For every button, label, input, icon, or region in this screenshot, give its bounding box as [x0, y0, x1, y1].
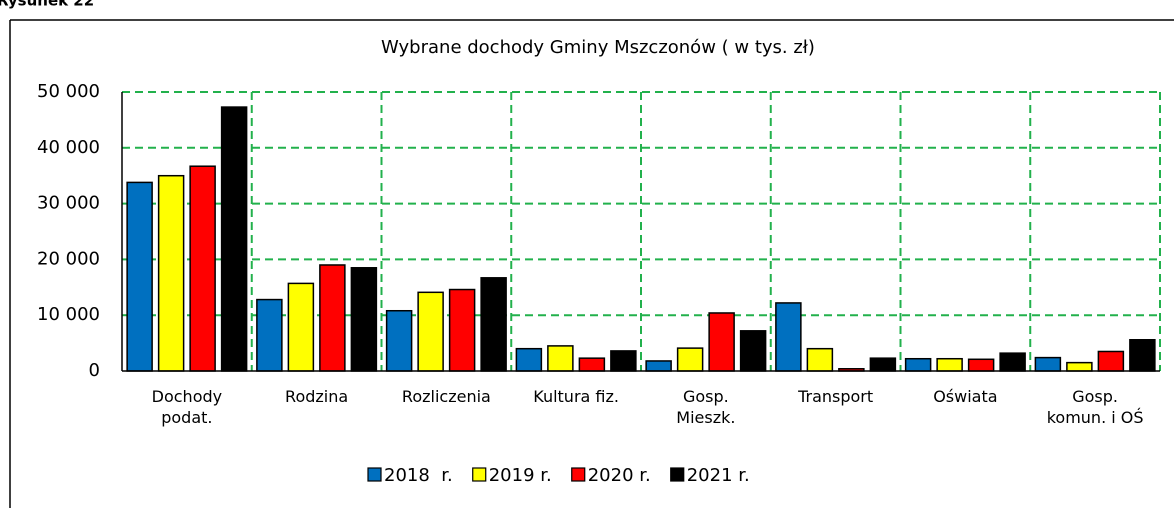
- bar: [480, 277, 507, 372]
- bar: [676, 347, 704, 372]
- y-tick-label: 40 000: [37, 137, 100, 158]
- bar: [708, 312, 735, 372]
- bar: [806, 347, 834, 372]
- bar: [417, 291, 444, 372]
- figure-label: Rysunek 22: [0, 0, 94, 10]
- bar: [578, 357, 606, 372]
- x-tick-label: Transport: [798, 387, 874, 406]
- bar: [385, 309, 413, 372]
- bar: [189, 165, 216, 372]
- bar: [220, 106, 248, 372]
- bar: [936, 357, 963, 372]
- bar: [350, 267, 378, 372]
- y-tick-label: 30 000: [37, 193, 100, 214]
- y-tick-label: 10 000: [37, 304, 100, 325]
- bar: [1097, 350, 1125, 372]
- bar: [645, 360, 672, 372]
- legend-label: 2019 r.: [489, 465, 552, 486]
- chart-title: Wybrane dochody Gminy Mszczonów ( w tys.…: [381, 37, 815, 58]
- legend-swatch: [571, 467, 586, 482]
- y-tick-label: 50 000: [37, 81, 100, 102]
- x-tick-label: Dochody podat.: [151, 387, 223, 427]
- x-tick-label: Rodzina: [285, 387, 349, 406]
- bar: [775, 302, 802, 372]
- bar: [967, 358, 995, 372]
- bar: [610, 350, 637, 372]
- bar: [739, 330, 767, 372]
- legend-label: 2020 r.: [588, 465, 651, 486]
- legend-swatch: [367, 467, 382, 482]
- bar: [448, 288, 476, 372]
- legend-swatch: [670, 467, 685, 482]
- bar: [515, 347, 543, 372]
- bar: [319, 264, 346, 372]
- bar: [999, 352, 1026, 372]
- bar: [1129, 339, 1156, 372]
- bar: [157, 174, 185, 372]
- bar: [126, 181, 153, 372]
- bar: [547, 345, 574, 372]
- bar: [256, 298, 283, 372]
- x-tick-label: Kultura fiz.: [533, 387, 619, 406]
- x-tick-label: Gosp. Mieszk.: [676, 387, 736, 427]
- bar: [904, 357, 932, 372]
- bar: [869, 357, 897, 372]
- bar: [1034, 356, 1062, 372]
- y-tick-label: 20 000: [37, 248, 100, 269]
- legend-label: 2018 r.: [384, 465, 453, 486]
- bar: [1066, 361, 1093, 372]
- legend-swatch: [472, 467, 487, 482]
- bar: [287, 282, 315, 372]
- x-tick-label: Gosp. komun. i OŚ: [1046, 387, 1144, 427]
- x-tick-label: Rozliczenia: [401, 387, 491, 406]
- x-tick-label: Oświata: [933, 387, 998, 406]
- y-tick-label: 0: [89, 360, 100, 381]
- legend-label: 2021 r.: [687, 465, 750, 486]
